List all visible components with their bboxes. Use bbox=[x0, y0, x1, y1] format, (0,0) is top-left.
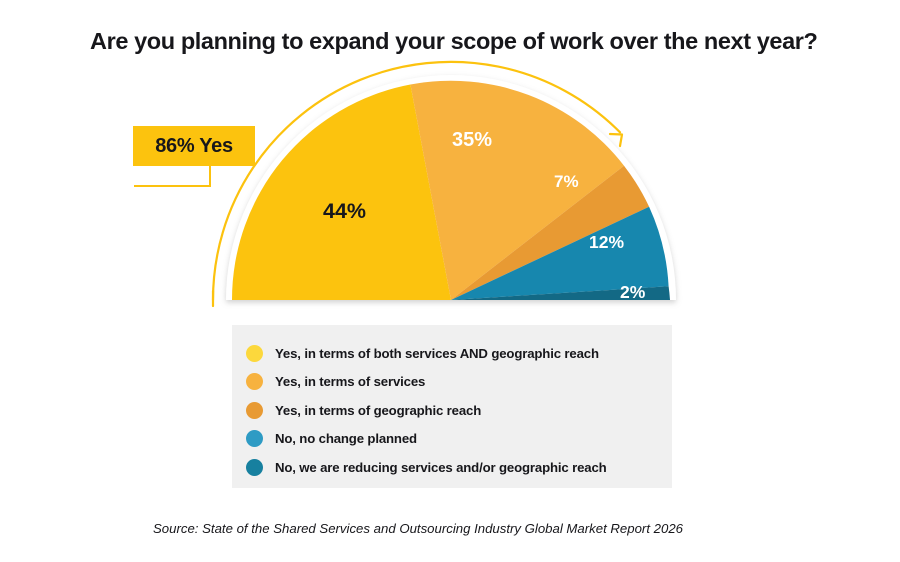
slice-value-44: 44% bbox=[323, 199, 366, 223]
pie-slice-yes-both[interactable] bbox=[231, 84, 451, 301]
bracket-arrowhead bbox=[608, 132, 624, 148]
pie-slice-no-reducing[interactable] bbox=[451, 286, 670, 300]
legend-item-label: Yes, in terms of services bbox=[275, 374, 426, 390]
slice-value-35: 35% bbox=[452, 129, 492, 151]
legend-item-label: No, no change planned bbox=[275, 431, 417, 447]
pie-slices bbox=[231, 80, 670, 301]
legend-swatch-icon bbox=[246, 401, 263, 419]
legend: Yes, in terms of both services AND geogr… bbox=[232, 325, 672, 488]
legend-item-yes-both[interactable]: Yes, in terms of both services AND geogr… bbox=[246, 339, 672, 368]
legend-swatch-icon bbox=[246, 373, 263, 391]
pie-slice-yes-services[interactable] bbox=[410, 80, 624, 300]
slice-value-7: 7% bbox=[554, 172, 579, 191]
pie-slice-yes-geographic[interactable] bbox=[451, 165, 650, 300]
page-title: Are you planning to expand your scope of… bbox=[90, 28, 818, 54]
legend-swatch-icon bbox=[246, 458, 263, 476]
pie-svg: 44% 35% 7% 12% 2% bbox=[211, 60, 676, 308]
legend-item-label: No, we are reducing services and/or geog… bbox=[275, 459, 607, 475]
source-note: Source: State of the Shared Services and… bbox=[153, 521, 683, 536]
bracket-arc bbox=[211, 60, 624, 308]
legend-item-label: Yes, in terms of both services AND geogr… bbox=[275, 345, 599, 361]
callout-86-percent-yes: 86% Yes bbox=[133, 126, 255, 166]
legend-swatch-icon bbox=[246, 430, 263, 448]
slice-value-12: 12% bbox=[589, 232, 624, 252]
pie-slice-no-change[interactable] bbox=[451, 206, 669, 300]
slice-value-2: 2% bbox=[620, 282, 646, 302]
semi-circle-pie-chart: 44% 35% 7% 12% 2% bbox=[180, 60, 740, 320]
legend-item-no-reducing[interactable]: No, we are reducing services and/or geog… bbox=[246, 453, 672, 482]
callout-label: 86% Yes bbox=[155, 134, 233, 157]
legend-item-yes-geographic[interactable]: Yes, in terms of geographic reach bbox=[246, 396, 672, 425]
legend-item-label: Yes, in terms of geographic reach bbox=[275, 402, 482, 418]
legend-item-yes-services[interactable]: Yes, in terms of services bbox=[246, 368, 672, 397]
legend-item-no-change[interactable]: No, no change planned bbox=[246, 425, 672, 454]
legend-swatch-icon bbox=[246, 344, 263, 362]
